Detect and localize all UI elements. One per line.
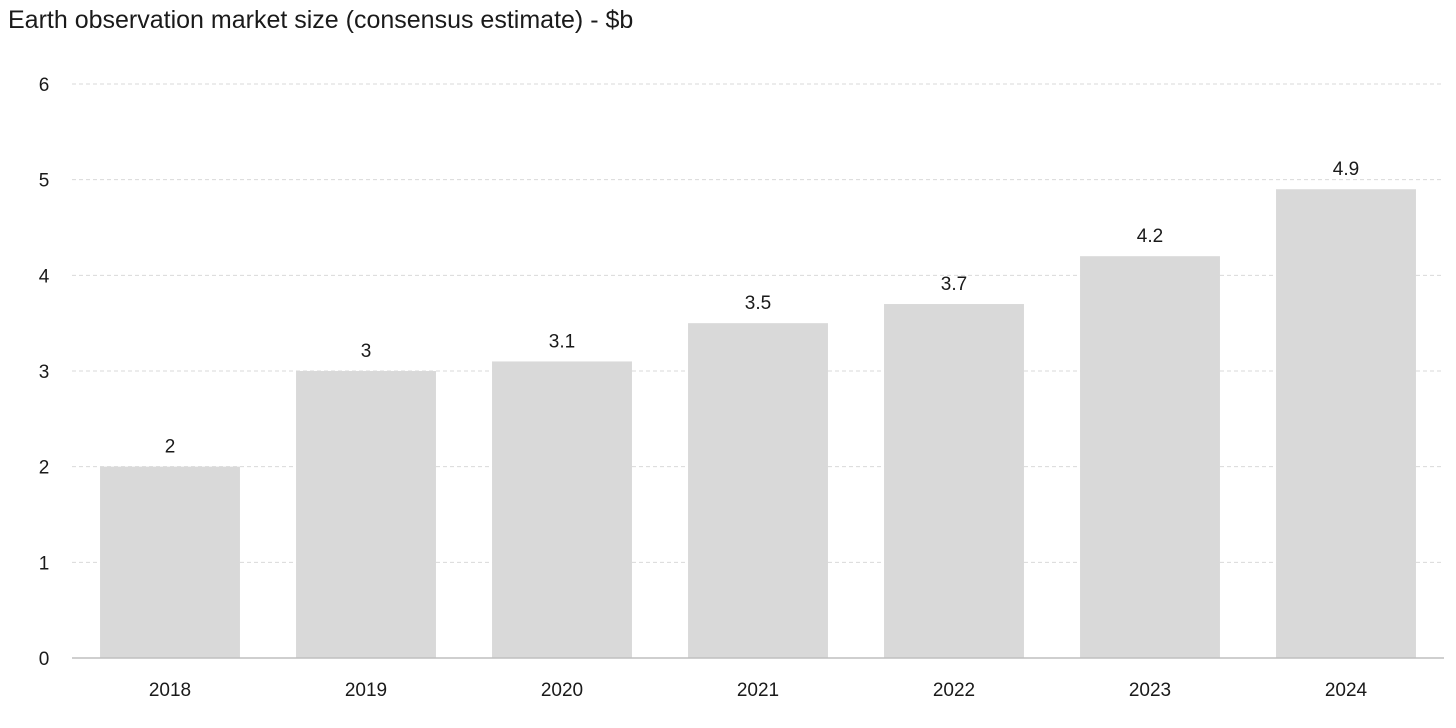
bar-2023 bbox=[1080, 256, 1220, 658]
data-label: 2 bbox=[165, 437, 176, 458]
y-tick-label: 4 bbox=[39, 266, 50, 287]
data-label: 3.1 bbox=[549, 331, 575, 352]
y-tick-label: 1 bbox=[39, 553, 50, 574]
x-tick-label: 2024 bbox=[1325, 680, 1368, 701]
bar-2022 bbox=[884, 304, 1024, 658]
chart-title: Earth observation market size (consensus… bbox=[8, 6, 634, 34]
data-labels: 2 3 3.1 3.5 3.7 4.2 4.9 bbox=[165, 159, 1360, 457]
data-label: 4.9 bbox=[1333, 159, 1359, 180]
bars bbox=[100, 189, 1416, 658]
x-tick-label: 2019 bbox=[345, 680, 387, 701]
y-tick-label: 6 bbox=[39, 75, 50, 96]
x-tick-label: 2021 bbox=[737, 680, 779, 701]
y-tick-label: 5 bbox=[39, 171, 50, 192]
data-label: 4.2 bbox=[1137, 226, 1163, 247]
bar-2019 bbox=[296, 371, 436, 658]
y-tick-label: 3 bbox=[39, 362, 50, 383]
x-tick-label: 2018 bbox=[149, 680, 191, 701]
y-tick-label: 2 bbox=[39, 458, 50, 479]
x-tick-label: 2022 bbox=[933, 680, 975, 701]
x-axis-ticks: 2018 2019 2020 2021 2022 2023 2024 bbox=[149, 680, 1368, 701]
data-label: 3 bbox=[361, 341, 372, 362]
x-tick-label: 2023 bbox=[1129, 680, 1171, 701]
bar-2020 bbox=[492, 361, 632, 658]
y-tick-label: 0 bbox=[39, 649, 50, 670]
bar-2021 bbox=[688, 323, 828, 658]
y-axis-ticks: 0 1 2 3 4 5 6 bbox=[39, 75, 50, 670]
bar-2024 bbox=[1276, 189, 1416, 658]
bar-2018 bbox=[100, 466, 240, 658]
x-tick-label: 2020 bbox=[541, 680, 583, 701]
data-label: 3.7 bbox=[941, 274, 967, 295]
data-label: 3.5 bbox=[745, 293, 771, 314]
